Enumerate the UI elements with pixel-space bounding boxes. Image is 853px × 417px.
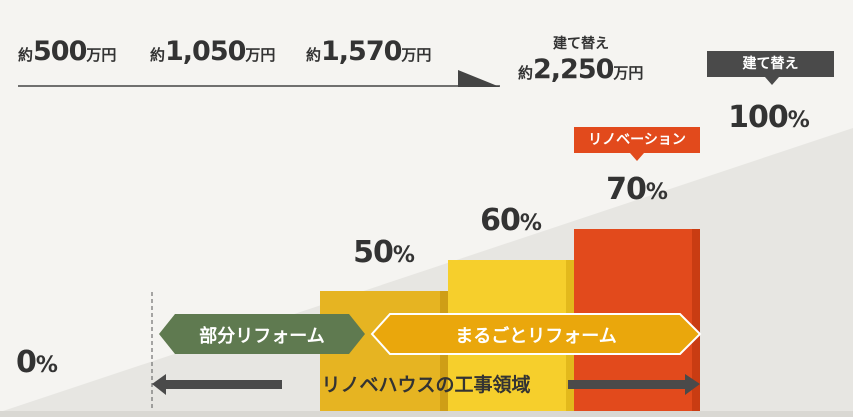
bar-value-label-rebuild: 100% (728, 100, 810, 135)
bar-renovation-shade (692, 229, 700, 411)
whole-reform-label (370, 313, 702, 355)
price-baseline-wedge (458, 70, 500, 87)
scope-arrow-left (152, 374, 282, 395)
bar-value-label-partial: 50% (353, 235, 415, 270)
renovation-tag-pointer (630, 153, 644, 161)
price-rebuild: 約2,250万円 (518, 54, 644, 85)
price-whole: 約1,050万円 (150, 36, 276, 67)
renovation-tag: リノベーション (574, 127, 700, 153)
scope-arrow-right (568, 374, 700, 395)
bar-value-label-renovation: 70% (606, 172, 668, 207)
partial-reform-label-text: 部分リフォーム (199, 326, 325, 347)
partial-reform-label (159, 314, 365, 354)
price-renovation: 約1,570万円 (306, 36, 432, 67)
scope-label: リノベハウスの工事領域 (321, 374, 531, 396)
rebuild-tag: 建て替え (707, 51, 834, 77)
whole-reform-label-text: まるごとリフォーム (455, 326, 617, 347)
zero-percent-label: 0% (16, 345, 58, 380)
floor-line (0, 411, 853, 417)
price-partial: 約500万円 (18, 36, 117, 67)
rebuild-price-caption: 建て替え (553, 36, 609, 52)
bar-value-label-whole: 60% (480, 203, 542, 238)
rebuild-tag-pointer (765, 77, 779, 85)
